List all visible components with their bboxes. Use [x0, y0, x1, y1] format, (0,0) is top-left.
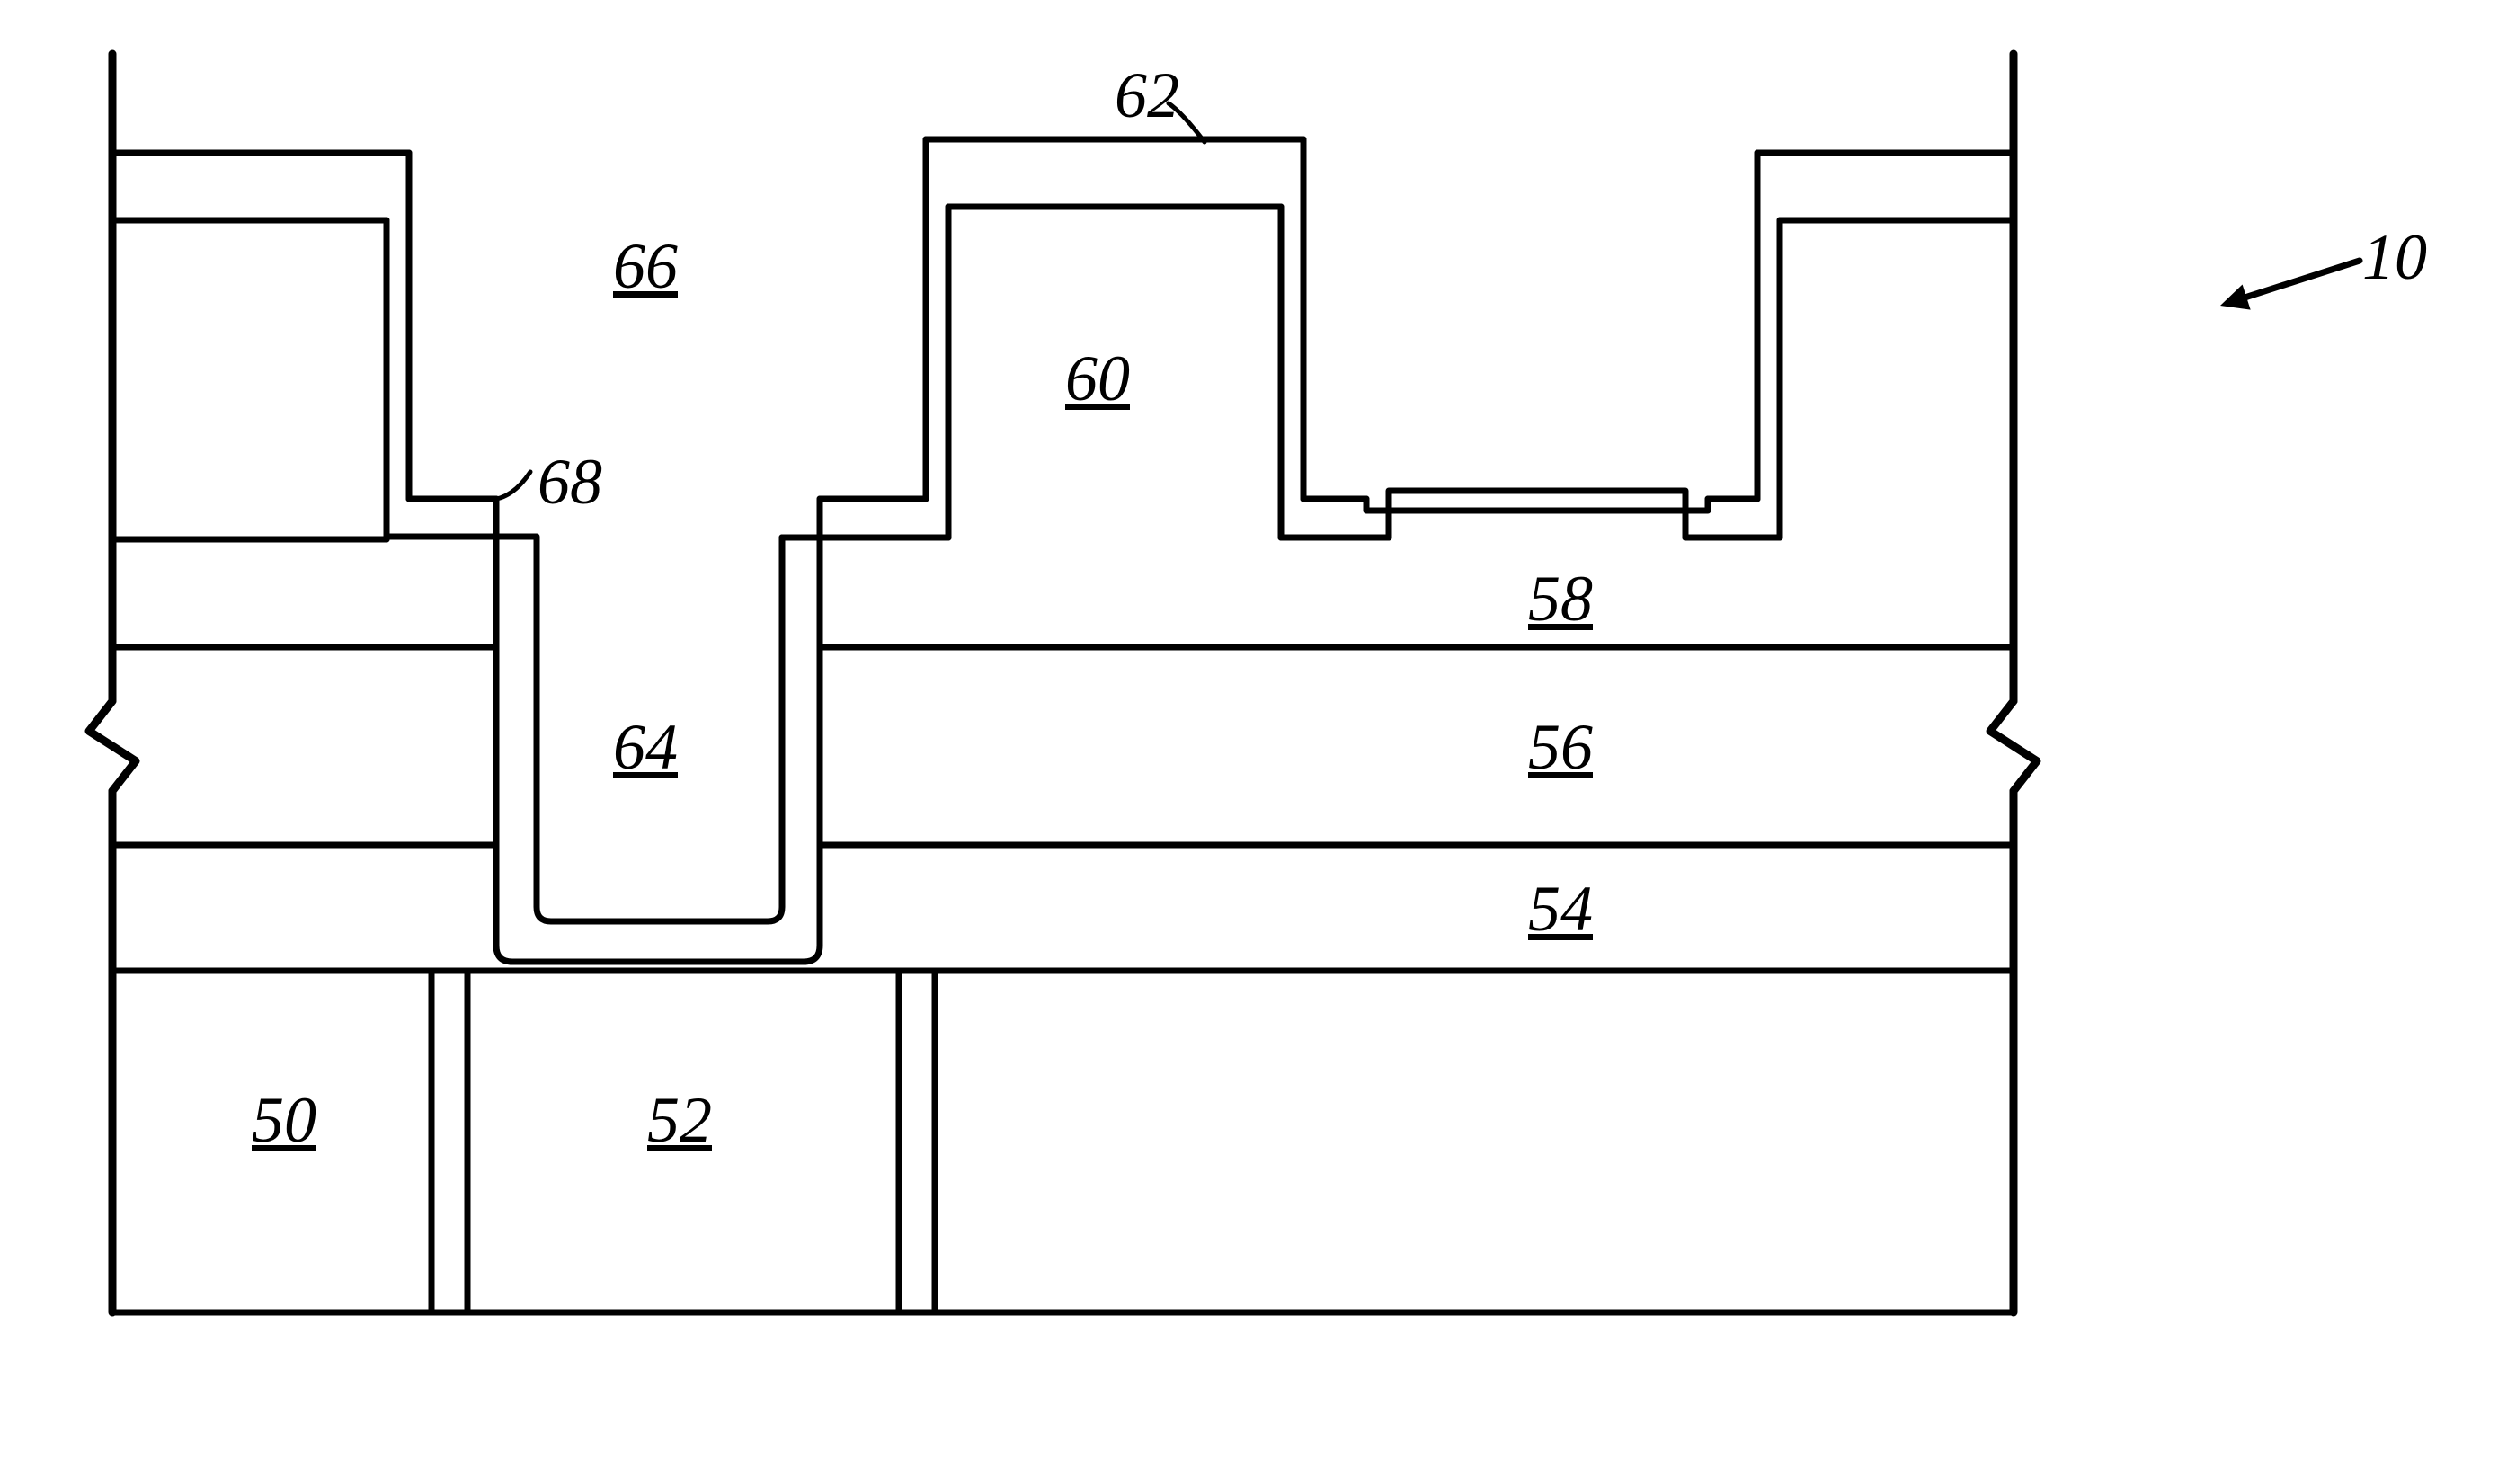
- label-60: 60: [1065, 342, 1130, 416]
- label-66: 66: [613, 229, 678, 304]
- label-10: 10: [2362, 220, 2427, 295]
- label-56: 56: [1528, 710, 1593, 785]
- label-68: 68: [538, 445, 602, 520]
- label-62: 62: [1115, 58, 1179, 133]
- label-64: 64: [613, 710, 678, 785]
- diagram-container: { "canvas": { "width": 2789, "height": 1…: [0, 0, 2507, 1484]
- label-58: 58: [1528, 562, 1593, 636]
- label-50: 50: [252, 1083, 316, 1158]
- label-52: 52: [647, 1083, 712, 1158]
- diagram-svg: [0, 0, 2507, 1484]
- label-54: 54: [1528, 872, 1593, 946]
